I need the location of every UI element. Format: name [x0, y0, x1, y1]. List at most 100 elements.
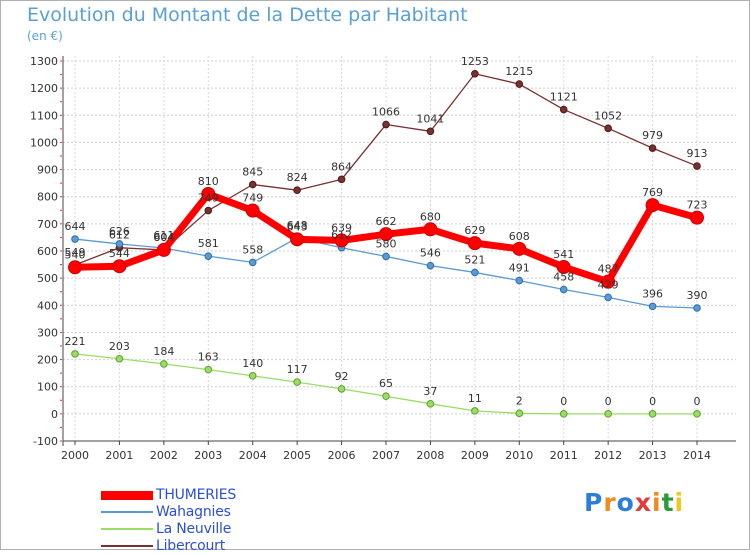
legend-label-wahagnies: Wahagnies: [156, 504, 231, 520]
data-label-thumeries: 541: [553, 248, 574, 261]
data-point-thumeries: [201, 187, 216, 201]
y-tick-label: 800: [37, 191, 58, 204]
data-point-thumeries: [645, 198, 660, 213]
data-point-wahagnies: [559, 285, 568, 294]
x-tick-label: 2014: [683, 449, 711, 462]
data-point-libercourt: [382, 120, 390, 129]
data-label-thumeries: 810: [198, 175, 219, 188]
data-label-la-neuville: 11: [468, 392, 482, 405]
data-point-libercourt: [515, 80, 524, 88]
x-tick-label: 2011: [550, 449, 578, 462]
x-tick-label: 2004: [239, 449, 267, 462]
y-tick-label: 1300: [30, 55, 58, 68]
data-label-libercourt: 549: [65, 246, 86, 259]
data-point-libercourt: [204, 206, 213, 215]
data-point-wahagnies: [426, 261, 435, 270]
data-label-wahagnies: 521: [464, 253, 485, 266]
y-tick-label: 900: [37, 164, 58, 177]
data-point-la-neuville: [337, 385, 346, 393]
data-label-libercourt: 1215: [505, 65, 533, 78]
data-point-thumeries: [290, 232, 305, 247]
data-point-thumeries: [601, 274, 616, 289]
data-label-thumeries: 629: [464, 224, 485, 237]
legend-label-thumeries: THUMERIES: [156, 487, 237, 503]
data-point-la-neuville: [71, 350, 79, 358]
legend-swatch-libercourt: [101, 545, 153, 547]
data-point-wahagnies: [382, 252, 390, 261]
x-tick-label: 2000: [61, 449, 89, 462]
data-label-la-neuville: 184: [153, 345, 174, 358]
data-label-la-neuville: 117: [287, 363, 308, 376]
y-tick-label: 300: [37, 326, 58, 339]
x-tick-label: 2006: [328, 449, 356, 462]
logo-letter: i: [674, 488, 685, 517]
data-point-thumeries: [112, 259, 127, 274]
x-tick-label: 2001: [105, 449, 133, 462]
data-label-la-neuville: 2: [516, 394, 523, 407]
data-label-la-neuville: 0: [694, 395, 701, 408]
chart-title: Evolution du Montant de la Dette par Hab…: [27, 4, 468, 26]
x-tick-label: 2010: [505, 449, 533, 462]
data-point-wahagnies: [604, 293, 612, 302]
data-label-wahagnies: 648: [287, 219, 308, 232]
data-point-la-neuville: [515, 409, 524, 418]
data-label-libercourt: 1052: [594, 109, 622, 122]
data-label-libercourt: 1121: [550, 91, 578, 104]
x-tick-label: 2012: [594, 449, 622, 462]
data-label-wahagnies: 546: [420, 247, 441, 260]
data-point-wahagnies: [515, 276, 524, 285]
data-label-la-neuville: 37: [423, 385, 437, 398]
chart-unit-label: (en €): [27, 29, 63, 43]
data-label-thumeries: 723: [687, 199, 708, 212]
logo-letter: x: [634, 488, 652, 517]
data-label-thumeries: 604: [153, 231, 174, 244]
data-point-libercourt: [693, 162, 701, 170]
data-point-thumeries: [68, 260, 82, 275]
data-point-la-neuville: [115, 354, 124, 363]
data-point-libercourt: [337, 175, 346, 184]
x-tick-label: 2013: [639, 449, 667, 462]
data-point-la-neuville: [382, 392, 390, 401]
data-label-wahagnies: 558: [242, 243, 263, 256]
data-point-la-neuville: [293, 378, 301, 386]
data-label-thumeries: 643: [287, 220, 308, 233]
data-label-thumeries: 540: [65, 248, 86, 261]
logo-letter: P: [584, 488, 604, 517]
y-tick-label: 500: [37, 272, 58, 285]
data-label-libercourt: 913: [687, 147, 708, 160]
data-label-wahagnies: 458: [553, 271, 574, 284]
x-tick-label: 2007: [372, 449, 400, 462]
data-label-thumeries: 608: [509, 230, 530, 243]
data-label-thumeries: 662: [376, 215, 397, 228]
legend-swatch-la-neuville: [101, 528, 153, 530]
proxiti-logo: Proxiti: [584, 488, 684, 517]
data-label-wahagnies: 491: [509, 262, 530, 275]
data-label-thumeries: 749: [242, 192, 263, 205]
data-label-thumeries: 487: [598, 263, 619, 276]
data-point-thumeries: [512, 241, 527, 256]
logo-letter: o: [616, 488, 635, 517]
y-tick-label: 1100: [30, 109, 58, 122]
data-label-thumeries: 544: [109, 247, 130, 260]
legend-label-libercourt: Libercourt: [156, 538, 226, 554]
data-label-thumeries: 639: [331, 221, 352, 234]
data-point-libercourt: [293, 186, 301, 194]
data-point-thumeries: [334, 233, 349, 248]
data-label-la-neuville: 221: [65, 335, 86, 348]
logo-letter: i: [652, 488, 662, 517]
data-label-libercourt: 824: [287, 171, 308, 184]
y-tick-label: 1200: [30, 82, 58, 95]
y-tick-label: 1000: [30, 136, 58, 149]
data-point-la-neuville: [648, 410, 657, 418]
data-point-thumeries: [467, 236, 482, 251]
data-label-wahagnies: 581: [198, 237, 219, 250]
logo-letter: t: [661, 488, 675, 517]
data-label-wahagnies: 396: [642, 287, 663, 300]
data-label-libercourt: 845: [242, 166, 263, 179]
data-point-wahagnies: [471, 268, 479, 277]
data-point-libercourt: [248, 180, 257, 189]
data-label-la-neuville: 0: [649, 395, 656, 408]
data-label-la-neuville: 140: [242, 357, 263, 370]
data-point-wahagnies: [248, 258, 257, 267]
data-point-la-neuville: [204, 365, 213, 374]
